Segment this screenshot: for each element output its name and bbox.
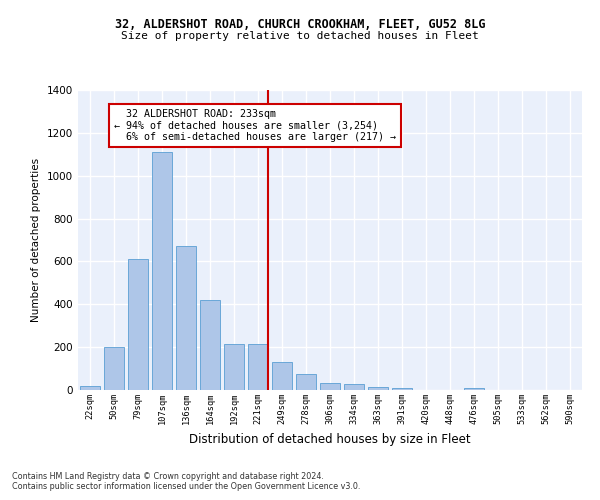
Bar	[320, 382, 340, 390]
Bar	[248, 344, 268, 390]
Bar	[344, 384, 364, 390]
Bar	[464, 388, 484, 390]
Y-axis label: Number of detached properties: Number of detached properties	[31, 158, 41, 322]
Bar	[104, 347, 124, 390]
Bar	[152, 152, 172, 390]
Text: Contains public sector information licensed under the Open Government Licence v3: Contains public sector information licen…	[12, 482, 361, 491]
Bar	[80, 386, 100, 390]
Bar	[176, 246, 196, 390]
Text: Size of property relative to detached houses in Fleet: Size of property relative to detached ho…	[121, 31, 479, 41]
Text: 32 ALDERSHOT ROAD: 233sqm
← 94% of detached houses are smaller (3,254)
  6% of s: 32 ALDERSHOT ROAD: 233sqm ← 94% of detac…	[114, 110, 396, 142]
X-axis label: Distribution of detached houses by size in Fleet: Distribution of detached houses by size …	[189, 432, 471, 446]
Bar	[392, 388, 412, 390]
Text: 32, ALDERSHOT ROAD, CHURCH CROOKHAM, FLEET, GU52 8LG: 32, ALDERSHOT ROAD, CHURCH CROOKHAM, FLE…	[115, 18, 485, 30]
Bar	[296, 374, 316, 390]
Bar	[272, 362, 292, 390]
Bar	[368, 387, 388, 390]
Bar	[128, 260, 148, 390]
Bar	[224, 344, 244, 390]
Text: Contains HM Land Registry data © Crown copyright and database right 2024.: Contains HM Land Registry data © Crown c…	[12, 472, 324, 481]
Bar	[200, 300, 220, 390]
